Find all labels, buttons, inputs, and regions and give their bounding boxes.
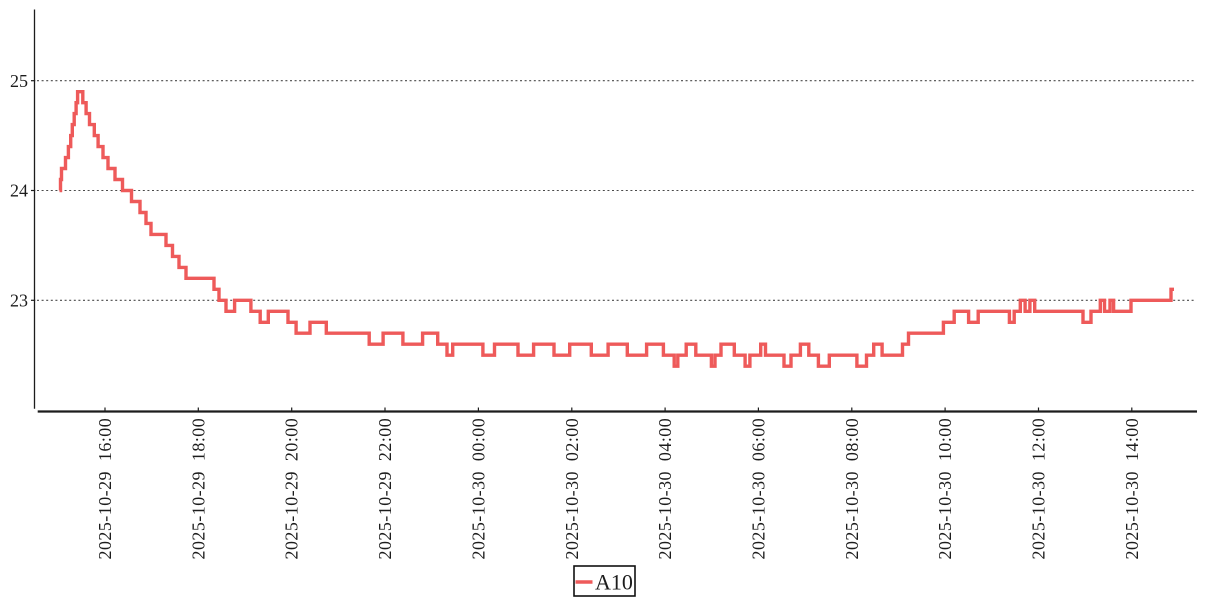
- svg-text:2025-10-30 02:00: 2025-10-30 02:00: [562, 418, 582, 560]
- svg-text:25: 25: [10, 71, 28, 91]
- svg-text:2025-10-30 04:00: 2025-10-30 04:00: [655, 418, 675, 560]
- svg-text:2025-10-30 00:00: 2025-10-30 00:00: [468, 418, 488, 560]
- svg-text:2025-10-29 16:00: 2025-10-29 16:00: [95, 418, 115, 560]
- svg-text:2025-10-30 06:00: 2025-10-30 06:00: [748, 418, 768, 560]
- svg-text:2025-10-29 22:00: 2025-10-29 22:00: [375, 418, 395, 560]
- svg-text:2025-10-29 20:00: 2025-10-29 20:00: [282, 418, 302, 560]
- svg-text:2025-10-30 10:00: 2025-10-30 10:00: [935, 418, 955, 560]
- svg-text:2025-10-30 12:00: 2025-10-30 12:00: [1029, 418, 1049, 560]
- svg-text:2025-10-29 18:00: 2025-10-29 18:00: [188, 418, 208, 560]
- svg-text:A10: A10: [595, 570, 633, 595]
- svg-text:2025-10-30 14:00: 2025-10-30 14:00: [1122, 418, 1142, 560]
- svg-text:23: 23: [10, 291, 28, 311]
- svg-text:24: 24: [10, 181, 28, 201]
- svg-text:2025-10-30 08:00: 2025-10-30 08:00: [842, 418, 862, 560]
